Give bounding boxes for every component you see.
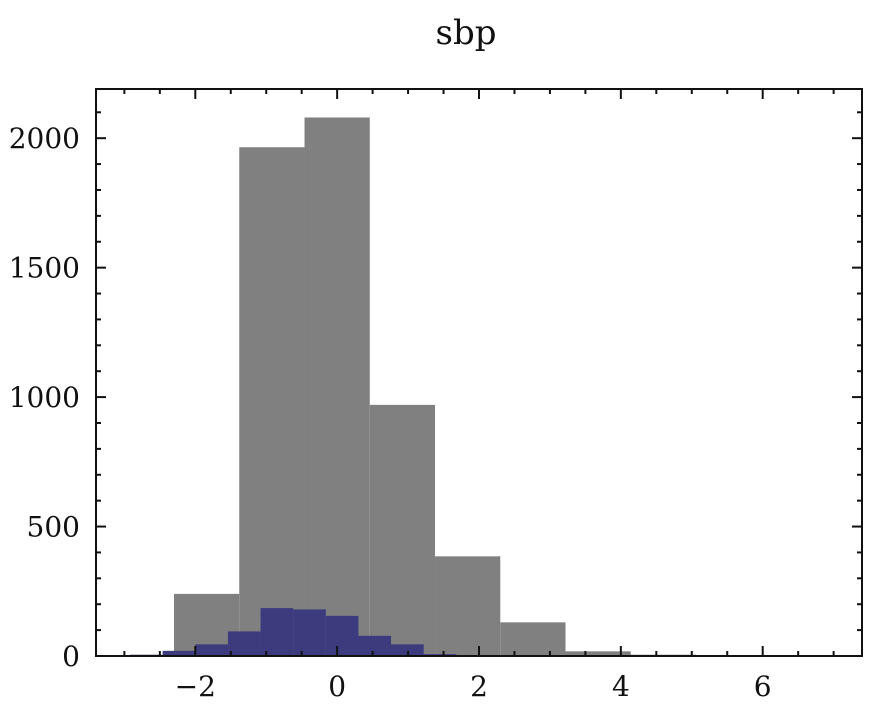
y-tick-label-1: 0 (62, 640, 80, 673)
y-tick-label-2: 500 (27, 511, 80, 544)
axis-labels: −2 0 2 4 6 0 500 1000 1500 2000 (9, 122, 772, 703)
x-tick-label-1: −2 (175, 670, 216, 703)
chart-title: sbp (436, 13, 497, 53)
histogram-bar-series-1-bin-7 (565, 651, 631, 656)
histogram-bar-series-2-bin-8 (358, 635, 392, 656)
histogram-bar-series-1-bin-5 (435, 556, 501, 656)
x-tick-label-4: 4 (612, 670, 630, 703)
x-tick-label-3: 2 (470, 670, 488, 703)
x-tick-label-2: 0 (328, 670, 346, 703)
histogram-bar-series-1-bin-4 (369, 404, 436, 656)
y-tick-label-4: 1500 (9, 252, 80, 285)
x-tick-label-5: 6 (754, 670, 772, 703)
histogram-bar-series-2-bin-4 (227, 631, 261, 656)
histogram-bar-series-2-bin-5 (260, 608, 294, 656)
histogram-bar-series-1-bin-3 (304, 117, 370, 657)
histogram-bar-series-2-bin-2 (162, 650, 196, 656)
y-tick-label-3: 1000 (9, 381, 80, 414)
histogram-bar-series-2-bin-9 (391, 644, 424, 656)
y-tick-label-5: 2000 (9, 122, 80, 155)
histogram-bar-series-1-bin-6 (500, 622, 566, 656)
histogram-bar-series-1-bin-2 (239, 147, 305, 656)
histogram-bar-series-2-bin-3 (195, 644, 228, 656)
plot-bars (130, 117, 827, 657)
histogram-bar-series-2-bin-6 (293, 609, 326, 656)
plot-frame (95, 88, 863, 657)
histogram-bar-series-2-bin-7 (325, 615, 359, 656)
